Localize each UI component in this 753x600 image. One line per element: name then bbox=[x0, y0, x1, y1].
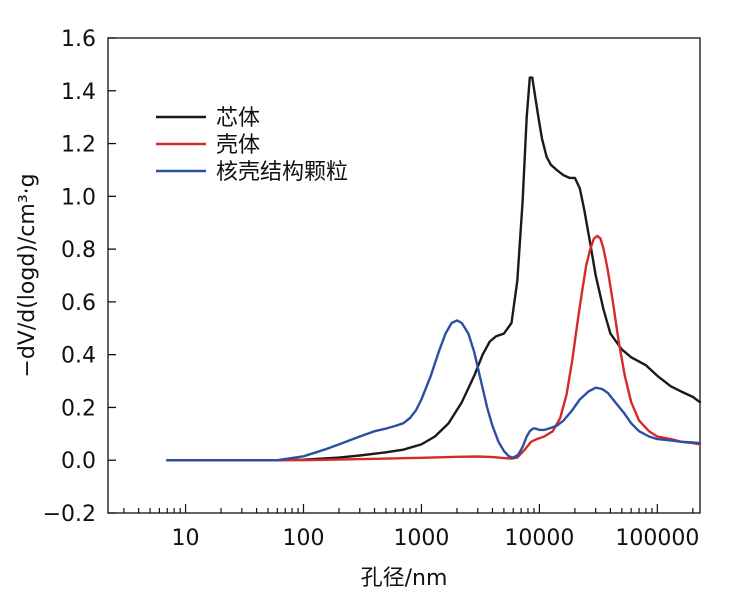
y-tick-label: 1.4 bbox=[61, 80, 96, 105]
legend-label-0: 芯体 bbox=[216, 106, 260, 131]
y-axis-title: −dV/d(logd)/cm³·g bbox=[15, 173, 40, 377]
x-tick-label: 100 bbox=[283, 526, 325, 551]
plot-frame bbox=[107, 37, 701, 514]
legend-label-2: 核壳结构颗粒 bbox=[216, 160, 348, 185]
y-tick-label: 0.2 bbox=[61, 396, 96, 421]
y-tick-label: −0.2 bbox=[43, 502, 96, 527]
series-layer bbox=[166, 76, 702, 462]
legend-label-1: 壳体 bbox=[216, 133, 260, 158]
x-tick-label: 1000 bbox=[393, 526, 449, 551]
y-tick-label: 0.4 bbox=[61, 344, 96, 369]
y-tick-label: 1.2 bbox=[61, 133, 96, 158]
y-tick-label: 0.6 bbox=[61, 291, 96, 316]
x-axis-title: 孔径/nm bbox=[361, 566, 448, 591]
y-tick-label: 0.8 bbox=[61, 238, 96, 263]
series-line-1 bbox=[166, 234, 702, 462]
y-tick-label: 0.0 bbox=[61, 449, 96, 474]
x-tick-label: 10000 bbox=[504, 526, 574, 551]
y-axis: −0.2 0.0 0.2 0.4 0.6 0.8 1.0 1.2 1.4 1.6 bbox=[43, 27, 116, 527]
series-line-2 bbox=[166, 319, 702, 462]
series-line-0 bbox=[166, 76, 702, 462]
x-tick-label: 100000 bbox=[615, 526, 699, 551]
y-tick-label: 1.0 bbox=[61, 185, 96, 210]
y-tick-label: 1.6 bbox=[61, 27, 96, 52]
plot-border bbox=[107, 37, 701, 514]
x-tick-label: 10 bbox=[172, 526, 200, 551]
x-axis: 10 100 1000 10000 100000 bbox=[123, 504, 699, 551]
